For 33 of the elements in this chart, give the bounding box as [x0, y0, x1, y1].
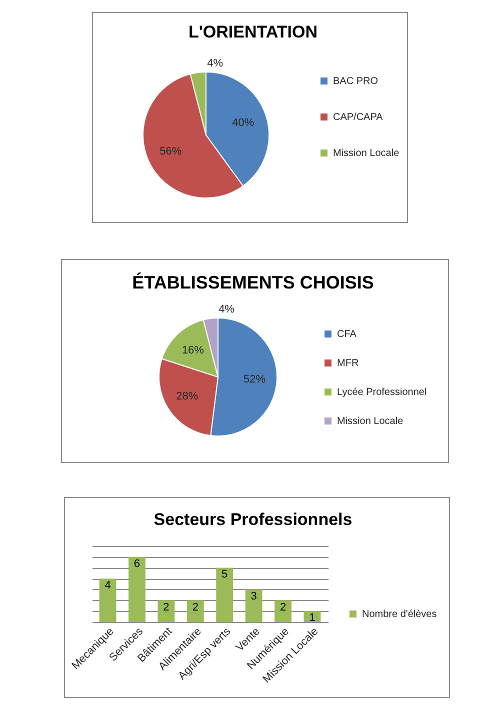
data-label: 2 — [280, 601, 286, 614]
data-label: 3 — [250, 590, 257, 602]
data-label: 4% — [207, 58, 224, 70]
bar — [216, 568, 234, 622]
chart-title: L'ORIENTATION — [188, 22, 318, 42]
bar — [274, 600, 292, 622]
data-label: 1 — [309, 612, 316, 624]
legend-label: CAP/CAPA — [333, 112, 384, 123]
chart-title: Secteurs Professionnels — [154, 510, 352, 529]
bar — [158, 600, 175, 622]
data-label: 28% — [176, 390, 198, 403]
data-label: 56% — [160, 146, 182, 158]
data-label: 16% — [182, 344, 204, 356]
legend-label: BAC PRO — [333, 76, 378, 87]
bar — [99, 578, 116, 622]
data-label: 2 — [192, 601, 198, 614]
chart-title: ÉTABLISSEMENTS CHOISIS — [132, 272, 374, 293]
legend-label: Nombre d'élèves — [362, 609, 437, 620]
legend-label: Mission Locale — [333, 148, 400, 159]
bar — [128, 556, 146, 622]
data-label: 4% — [218, 304, 235, 316]
legend-label: Lycée Professionnel — [337, 387, 427, 398]
data-label: 2 — [163, 601, 170, 614]
legend-label: MFR — [337, 358, 359, 369]
data-label: 5 — [222, 568, 228, 581]
legend-label: Mission Locale — [337, 416, 404, 427]
data-label: 4 — [104, 580, 111, 592]
data-label: 52% — [243, 373, 266, 386]
legend-label: CFA — [337, 329, 357, 340]
bar — [245, 589, 262, 622]
bar — [186, 600, 204, 622]
data-label: 6 — [134, 558, 140, 570]
data-label: 40% — [232, 116, 254, 129]
